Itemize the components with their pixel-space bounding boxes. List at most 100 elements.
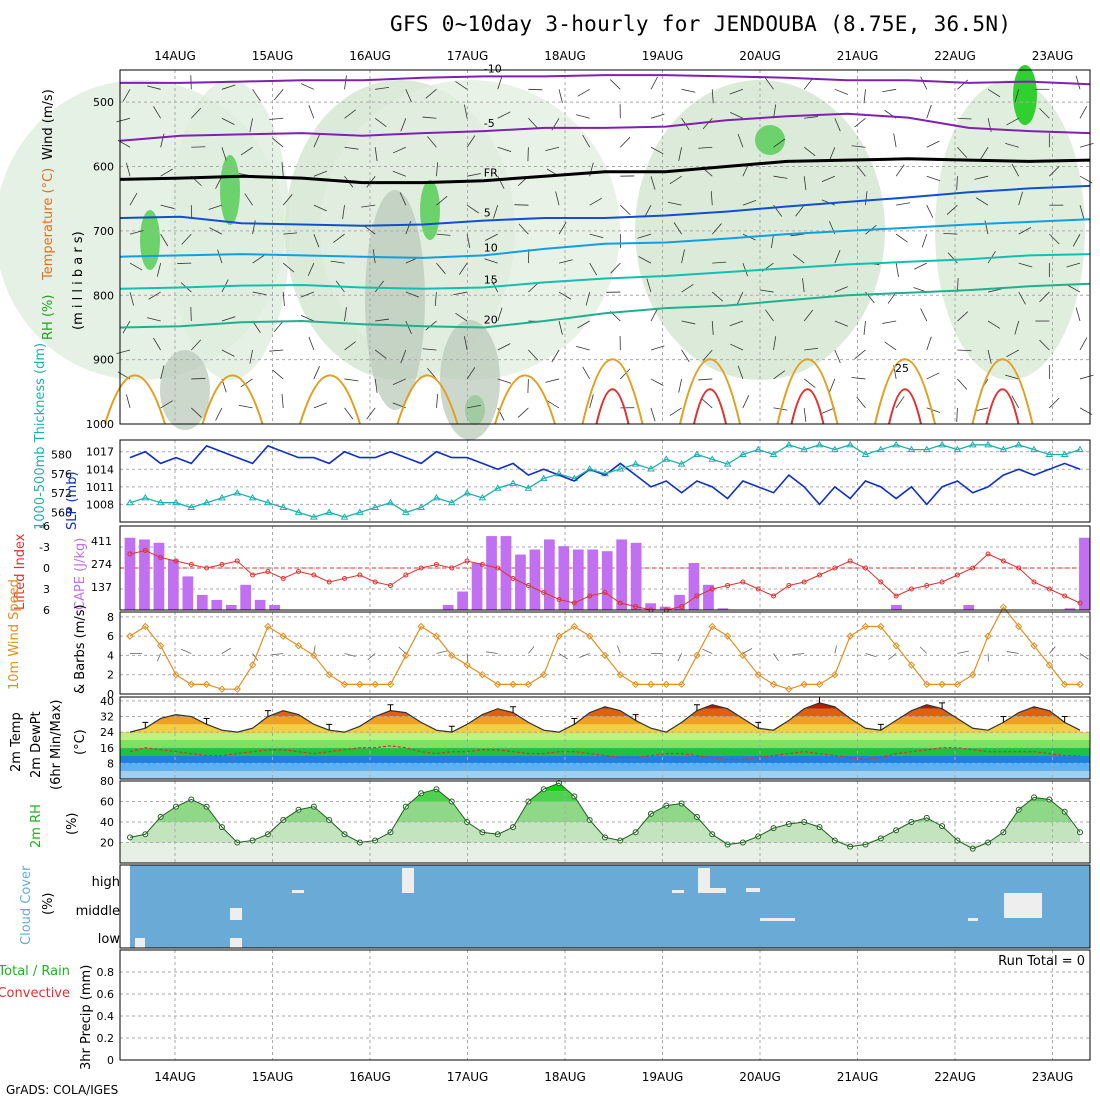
rh-fill (130, 801, 1080, 822)
wind-barb (795, 204, 805, 217)
wind-point (233, 685, 241, 693)
wind-barb (238, 404, 253, 409)
cape-bar (442, 604, 454, 610)
wind-barb (851, 377, 866, 380)
wind-barb (895, 263, 899, 277)
wind-barb (834, 320, 848, 327)
wind-barb (330, 260, 345, 264)
thickness-point (1076, 445, 1084, 453)
wind-barb (249, 349, 253, 364)
temp-band (120, 763, 1090, 772)
li-point (985, 551, 991, 557)
wind-barb (863, 320, 866, 335)
wind-barb (464, 104, 468, 119)
wind-barb (702, 118, 713, 130)
wind-barb (252, 254, 265, 264)
temp-minmax (939, 702, 946, 709)
wind-point (279, 632, 287, 640)
rh-high-shading (220, 155, 240, 225)
wind-barb (637, 233, 652, 239)
cape-bar (254, 599, 266, 610)
precip-frame (119, 949, 1091, 1061)
date-label-bottom: 16AUG (349, 1070, 391, 1084)
wind-barb (497, 343, 511, 351)
wind-barb (803, 176, 807, 191)
wind-barb (804, 116, 819, 119)
wind-barb (436, 650, 448, 654)
wind-barb (466, 653, 469, 662)
cloud-cover-label: Cloud Cover (19, 865, 34, 945)
li-point (510, 576, 516, 581)
wind-barb (300, 291, 315, 298)
thickness-point (631, 460, 640, 467)
wind-barb (269, 349, 284, 352)
wind-barb (375, 318, 390, 322)
wind-barb (558, 259, 573, 264)
wind-barb (160, 233, 169, 247)
wind-barb (764, 77, 774, 90)
thickness-point (585, 464, 594, 472)
wind-barb (436, 233, 451, 236)
wind-barb (497, 307, 503, 322)
wind-barb (673, 222, 682, 235)
thickness-point (509, 479, 517, 486)
wind-barb (712, 261, 727, 264)
wind-barb (344, 75, 347, 90)
wind-point (570, 622, 579, 631)
wind-point (202, 680, 211, 689)
date-label-top: 18AUG (544, 49, 586, 63)
warm-arc (971, 358, 1034, 425)
wind-barb (650, 176, 656, 190)
cape-bar (630, 542, 642, 610)
dewpoint-line (129, 745, 1080, 761)
isotherm-FR (119, 157, 1091, 185)
wind-barb (702, 648, 713, 654)
wind-barb (821, 175, 835, 183)
wind-barb (374, 280, 384, 293)
rh-high-shading (755, 125, 785, 155)
wind-barb (518, 223, 529, 235)
wind-barb (711, 320, 714, 336)
wind-barb (363, 225, 376, 235)
wind-barb (405, 320, 412, 334)
wind-barb (221, 316, 236, 322)
li-tick: 3 (43, 583, 50, 596)
cloud-frame (119, 864, 1091, 949)
temp-unit-label: (°C) (73, 729, 88, 755)
wind-barb (129, 192, 138, 206)
date-label-bottom: 17AUG (447, 1070, 489, 1084)
wind-barb (221, 647, 232, 654)
wind-barb (764, 309, 774, 322)
wind-barb (1011, 395, 1020, 409)
precip-axis-label: 3hr Precip (mm) (79, 965, 94, 1070)
wind-barb (282, 194, 293, 206)
chart-title: GFS 0~10day 3-hourly for JENDOUBA (8.75E… (390, 12, 1012, 36)
wind-barb (1075, 307, 1081, 322)
cloud-patch (968, 918, 978, 921)
slp-tick: 1011 (86, 481, 114, 494)
cape-bar (529, 549, 541, 610)
ua-y-tick: 600 (93, 161, 114, 174)
li-point (954, 572, 960, 578)
wind-barb (399, 192, 407, 206)
wind-barb (313, 204, 327, 212)
wind-barb (455, 81, 468, 90)
wind-barb (252, 89, 261, 102)
date-label-bottom: 21AUG (837, 1070, 879, 1084)
wind-barb (589, 262, 598, 276)
wind-barb (1005, 374, 1019, 380)
wind-barb (957, 117, 972, 120)
wind-barb (1067, 284, 1081, 293)
wind-barb (344, 407, 354, 420)
wind-barb (466, 367, 476, 380)
wind-tick: 0 (107, 688, 114, 701)
wind-barb (620, 204, 631, 216)
wind-barb (576, 345, 590, 351)
temp-minmax (510, 706, 517, 713)
wind-point (769, 680, 778, 689)
wind-barb (344, 307, 347, 322)
wind-barb (215, 407, 223, 421)
temp-band (120, 771, 1090, 779)
thickness-point (1014, 440, 1023, 448)
wind-barb (926, 336, 932, 351)
